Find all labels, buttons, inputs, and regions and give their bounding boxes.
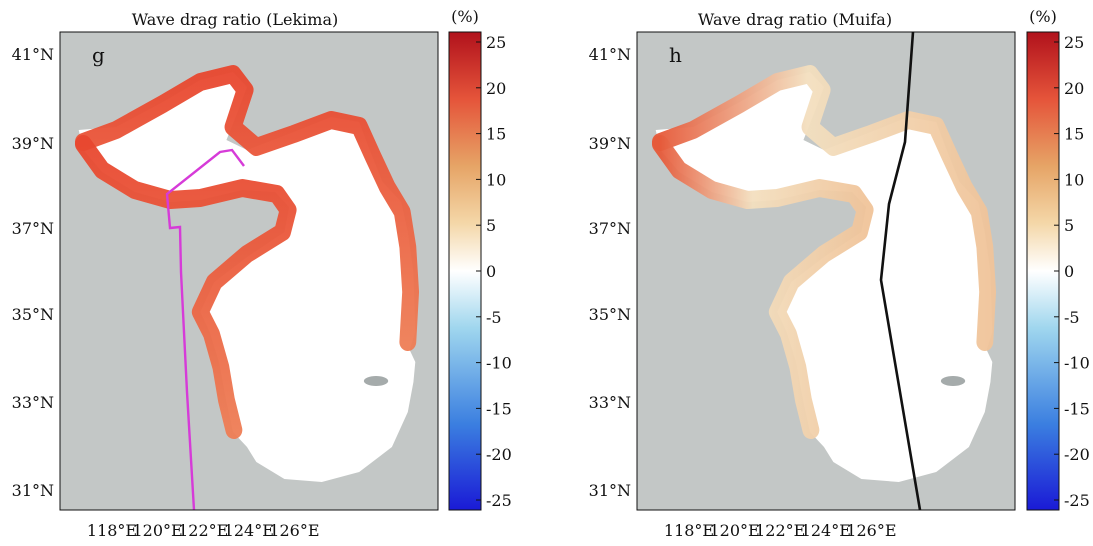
map-g-frame bbox=[59, 31, 439, 511]
map-h-frame bbox=[636, 31, 1016, 511]
lon-tick-label-h: 126°E bbox=[846, 521, 896, 540]
colorbar-tick-label-h: 15 bbox=[1064, 125, 1084, 144]
colorbar-tick-label-g: 10 bbox=[486, 170, 506, 189]
colorbar-tick-label-g: -15 bbox=[486, 399, 512, 418]
lat-tick-label-g: 33°N bbox=[12, 393, 54, 412]
lat-tick-label-h: 39°N bbox=[589, 134, 631, 153]
colorbar-tick-label-h: 0 bbox=[1064, 262, 1074, 281]
lon-tick-label-h: 122°E bbox=[755, 521, 805, 540]
lat-tick-label-h: 31°N bbox=[589, 481, 631, 500]
panel-g-letter: g bbox=[92, 43, 105, 67]
colorbar-tick-label-h: -15 bbox=[1064, 399, 1090, 418]
colorbar-tick-label-h: -25 bbox=[1064, 491, 1090, 510]
colorbar-tick-label-g: 15 bbox=[486, 125, 506, 144]
colorbar-tick-label-h: 5 bbox=[1064, 216, 1074, 235]
lon-tick-label-g: 118°E bbox=[87, 521, 137, 540]
panel-h-title: Wave drag ratio (Muifa) bbox=[698, 10, 892, 29]
colorbar-tick-label-g: 5 bbox=[486, 216, 496, 235]
lat-tick-label-g: 31°N bbox=[12, 481, 54, 500]
colorbar-tick-label-h: 20 bbox=[1064, 79, 1084, 98]
colorbar-tick-label-g: 20 bbox=[486, 79, 506, 98]
colorbar-tick-label-g: -10 bbox=[486, 354, 512, 373]
lat-tick-label-g: 39°N bbox=[12, 134, 54, 153]
lon-tick-label-g: 126°E bbox=[269, 521, 319, 540]
lat-tick-label-h: 41°N bbox=[589, 45, 631, 64]
colorbar-tick-label-h: -5 bbox=[1064, 308, 1080, 327]
colorbar-tick-label-g: -5 bbox=[486, 308, 502, 327]
lat-tick-label-h: 37°N bbox=[589, 219, 631, 238]
lat-tick-label-g: 35°N bbox=[12, 305, 54, 324]
colorbar-tick-label-h: -20 bbox=[1064, 445, 1090, 464]
colorbar-tick-label-g: 25 bbox=[486, 33, 506, 52]
lat-tick-label-h: 33°N bbox=[589, 393, 631, 412]
lon-tick-label-g: 122°E bbox=[178, 521, 228, 540]
lon-tick-label-g: 124°E bbox=[224, 521, 274, 540]
colorbar-unit-h: (%) bbox=[1029, 7, 1057, 26]
map-g-wave-drag-band bbox=[74, 65, 420, 439]
colorbar-tick-label-h: 10 bbox=[1064, 170, 1084, 189]
map-h-wave-drag-band bbox=[651, 65, 997, 439]
colorbar-tick-label-g: -25 bbox=[486, 491, 512, 510]
lat-tick-label-h: 35°N bbox=[589, 305, 631, 324]
colorbar-tick-label-h: -10 bbox=[1064, 354, 1090, 373]
lon-tick-label-h: 124°E bbox=[801, 521, 851, 540]
colorbar-tick-label-h: 25 bbox=[1064, 33, 1084, 52]
panel-h-letter: h bbox=[669, 43, 682, 67]
track-h bbox=[879, 31, 922, 511]
lat-tick-label-g: 41°N bbox=[12, 45, 54, 64]
track-g bbox=[165, 148, 245, 511]
colorbar-tick-label-g: -20 bbox=[486, 445, 512, 464]
colorbar-unit-g: (%) bbox=[451, 7, 479, 26]
panel-g: Wave drag ratio (Lekima) g bbox=[59, 10, 439, 511]
lon-tick-label-g: 120°E bbox=[132, 521, 182, 540]
panel-g-title: Wave drag ratio (Lekima) bbox=[132, 10, 339, 29]
lon-tick-label-h: 118°E bbox=[664, 521, 714, 540]
lat-tick-label-g: 37°N bbox=[12, 219, 54, 238]
panel-h: Wave drag ratio (Muifa) h bbox=[636, 10, 1016, 511]
lon-tick-label-h: 120°E bbox=[709, 521, 759, 540]
colorbar-tick-label-g: 0 bbox=[486, 262, 496, 281]
